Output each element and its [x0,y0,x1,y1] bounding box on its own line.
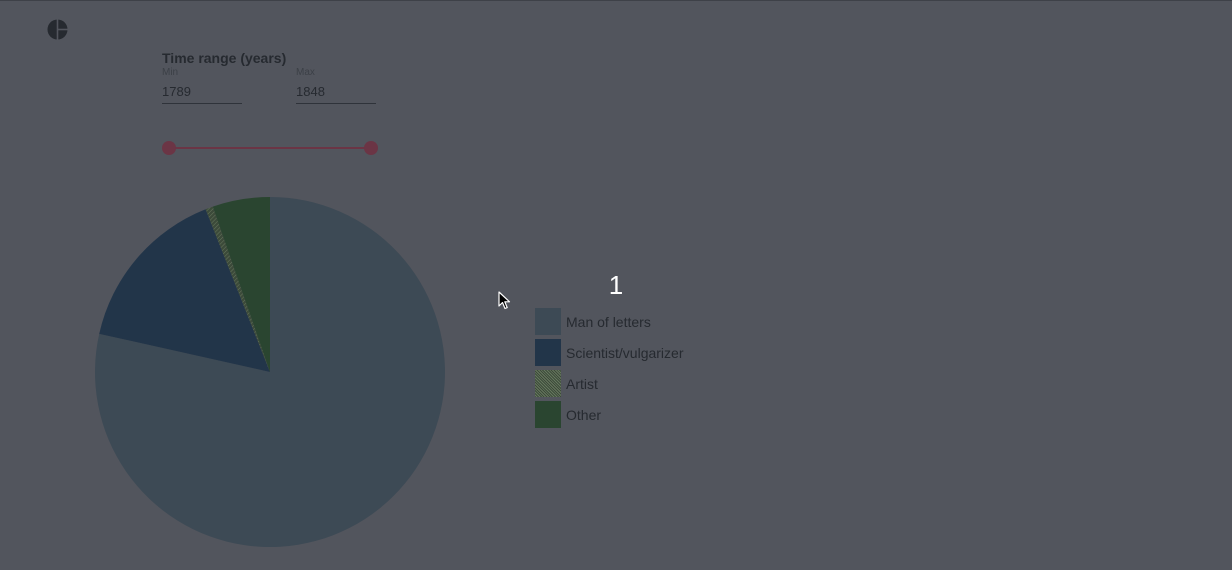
legend-swatch-scientist-vulgarizer [535,339,561,366]
legend-label-artist: Artist [566,375,598,392]
min-year-field: Min [162,67,242,104]
legend-swatch-artist [535,370,561,397]
pie-chart [95,197,445,547]
time-range-title: Time range (years) [162,50,287,66]
legend-label-other: Other [566,406,602,423]
chart-legend: Man of letters Scientist/vulgarizer Artist… [535,308,684,432]
selection-count: 1 [608,270,624,300]
legend-item-scientist-vulgarizer[interactable]: Scientist/vulgarizer [535,339,684,366]
legend-swatch-man-of-letters [535,308,561,335]
legend-label-man-of-letters: Man of letters [566,313,651,330]
legend-item-artist[interactable]: Artist [535,370,684,397]
pie-slice-scientist-vulgarizer[interactable] [99,209,270,372]
min-year-label: Min [162,67,179,78]
max-year-field: Max [296,67,376,104]
legend-item-other[interactable]: Other [535,401,684,428]
legend-label-scientist-vulgarizer: Scientist/vulgarizer [566,344,684,361]
max-year-label: Max [296,67,315,78]
max-year-input[interactable] [296,81,376,104]
legend-item-man-of-letters[interactable]: Man of letters [535,308,684,335]
mouse-cursor-icon [498,291,511,310]
pie-slice-other[interactable] [212,197,270,372]
year-range-slider[interactable] [162,138,378,158]
slider-min-handle[interactable] [162,141,176,155]
pie-chart-icon[interactable] [47,19,68,40]
min-year-input[interactable] [162,81,242,104]
slider-max-handle[interactable] [364,141,378,155]
slider-track[interactable] [169,147,371,149]
pie-slice-artist[interactable] [205,206,270,372]
legend-swatch-other [535,401,561,428]
top-border [0,0,1232,1]
